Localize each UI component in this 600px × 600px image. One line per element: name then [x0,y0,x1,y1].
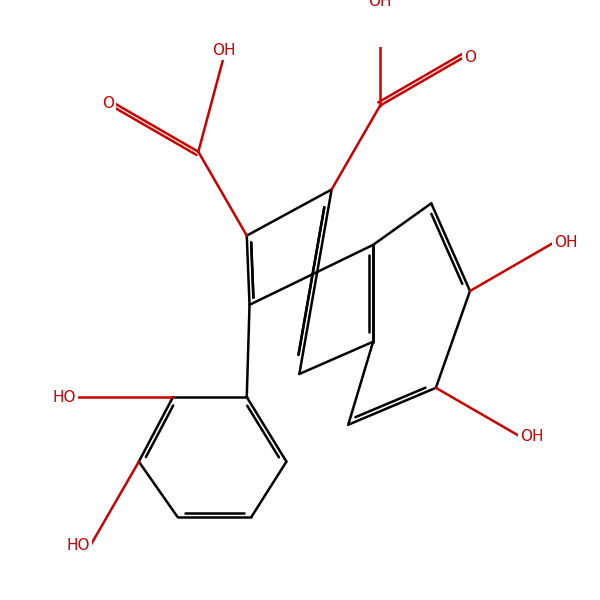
Text: HO: HO [53,389,76,404]
Text: OH: OH [368,0,392,9]
Text: O: O [103,96,115,111]
Text: OH: OH [520,429,543,444]
Text: OH: OH [554,235,577,250]
Text: O: O [464,50,476,65]
Text: OH: OH [212,43,235,58]
Text: HO: HO [67,538,91,553]
